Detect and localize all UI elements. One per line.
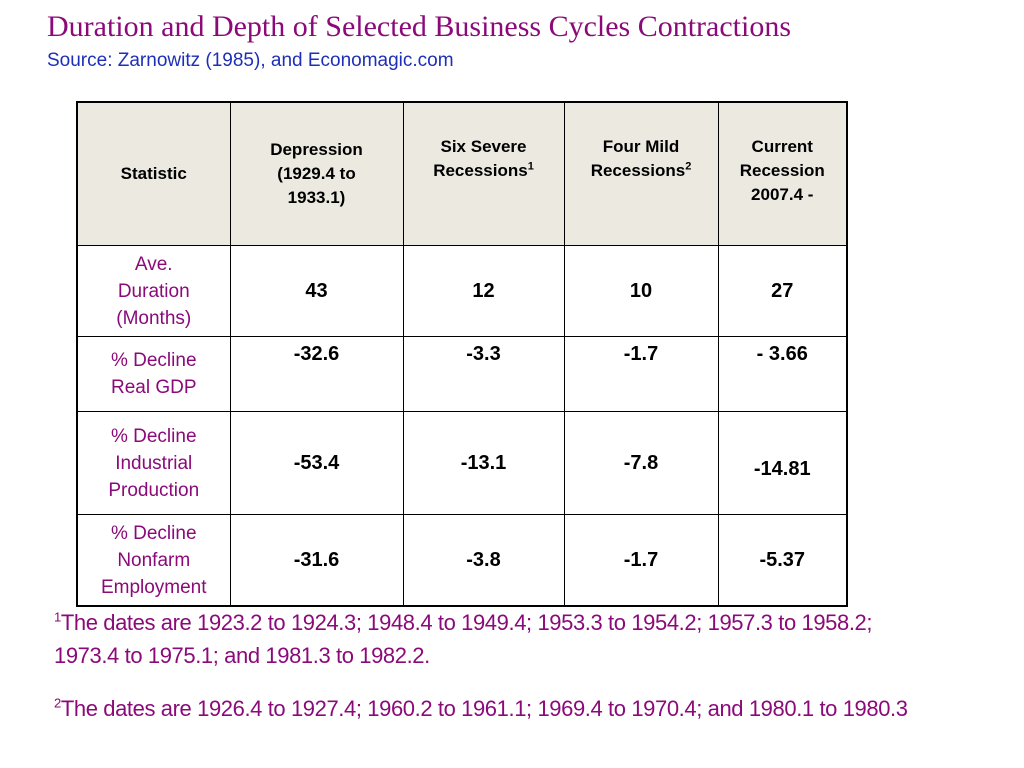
row-label-line: Production xyxy=(108,479,200,501)
source-subtitle: Source: Zarnowitz (1985), and Economagic… xyxy=(47,50,454,71)
header-current: Current Recession 2007.4 - xyxy=(717,101,848,246)
table-cell: 12 xyxy=(402,245,565,337)
footnote-1: 1The dates are 1923.2 to 1924.3; 1948.4 … xyxy=(54,606,1014,672)
header-line: Statistic xyxy=(120,164,187,183)
table-cell: -13.1 xyxy=(402,411,565,515)
business-cycles-table: Statistic Depression (1929.4 to 1933.1) … xyxy=(76,101,848,607)
row-label: % Decline Industrial Production xyxy=(76,411,231,515)
header-line: 2007.4 - xyxy=(751,185,814,204)
table-cell: -5.37 xyxy=(717,514,848,607)
table-cell: -14.81 xyxy=(717,411,848,515)
footnote-line: 2The dates are 1926.4 to 1927.4; 1960.2 … xyxy=(54,692,1014,725)
header-line: Current xyxy=(751,137,813,156)
row-label: Ave. Duration (Months) xyxy=(76,245,231,337)
footnote-ref: 2 xyxy=(685,160,692,173)
table-cell: -32.6 xyxy=(229,336,404,412)
header-line: Recessions2 xyxy=(565,159,718,183)
header-four-mild: Four Mild Recessions2 xyxy=(563,101,719,246)
table-row: % Decline Industrial Production -53.4 -1… xyxy=(76,411,848,515)
row-label-line: (Months) xyxy=(116,307,192,329)
row-label-line: Industrial xyxy=(115,452,193,474)
table-cell: -3.3 xyxy=(402,336,565,412)
footnote-marker: 2 xyxy=(54,695,61,711)
header-line: Recessions1 xyxy=(404,159,564,183)
footnote-text: The dates are 1923.2 to 1924.3; 1948.4 t… xyxy=(60,610,873,635)
footnote-text: The dates are 1926.4 to 1927.4; 1960.2 t… xyxy=(60,696,908,721)
table-row: Ave. Duration (Months) 43 12 10 27 xyxy=(76,245,848,337)
table-row: % Decline Real GDP -32.6 -3.3 -1.7 - 3.6… xyxy=(76,336,848,412)
header-six-severe: Six Severe Recessions1 xyxy=(402,101,565,246)
row-label-line: Ave. xyxy=(134,253,173,275)
table-cell: 10 xyxy=(563,245,719,337)
table-cell: -7.8 xyxy=(563,411,719,515)
table-cell: -1.7 xyxy=(563,336,719,412)
row-label-line: Real GDP xyxy=(110,377,197,398)
row-label-line: % Decline xyxy=(110,522,197,544)
table-cell: -53.4 xyxy=(229,411,404,515)
row-label-line: % Decline xyxy=(110,350,197,371)
page-title: Duration and Depth of Selected Business … xyxy=(47,10,792,43)
footnote-ref: 1 xyxy=(527,160,534,173)
row-label-line: % Decline xyxy=(110,425,197,447)
footnote-line: 1The dates are 1923.2 to 1924.3; 1948.4 … xyxy=(54,606,1014,639)
row-label: % Decline Nonfarm Employment xyxy=(76,514,231,607)
header-line-text: Recessions xyxy=(433,161,528,180)
header-line: Four Mild xyxy=(602,137,680,156)
header-line: Recession xyxy=(739,161,825,180)
footnote-line: 1973.4 to 1975.1; and 1981.3 to 1982.2. xyxy=(54,643,430,668)
row-label-line: Employment xyxy=(100,576,207,598)
header-row: Statistic Depression (1929.4 to 1933.1) … xyxy=(76,101,848,246)
footnote-2: 2The dates are 1926.4 to 1927.4; 1960.2 … xyxy=(54,692,1014,725)
header-depression: Depression (1929.4 to 1933.1) xyxy=(229,101,404,246)
header-statistic: Statistic xyxy=(76,101,231,246)
header-line: Six Severe xyxy=(440,137,527,156)
header-line-text: Recessions xyxy=(590,161,686,180)
table-cell: - 3.66 xyxy=(717,336,848,412)
header-line: (1929.4 to xyxy=(277,164,356,183)
table-cell: -3.8 xyxy=(402,514,565,607)
table-cell: -1.7 xyxy=(563,514,719,607)
table-cell: -31.6 xyxy=(229,514,404,607)
header-line: Depression xyxy=(270,140,363,159)
row-label: % Decline Real GDP xyxy=(76,336,231,412)
footnote-marker: 1 xyxy=(54,609,61,625)
table-row: % Decline Nonfarm Employment -31.6 -3.8 … xyxy=(76,514,848,607)
row-label-line: Duration xyxy=(117,280,190,302)
table-cell: 27 xyxy=(717,245,848,337)
row-label-line: Nonfarm xyxy=(117,549,191,571)
table-cell: 43 xyxy=(229,245,404,337)
header-line: 1933.1) xyxy=(287,188,346,207)
